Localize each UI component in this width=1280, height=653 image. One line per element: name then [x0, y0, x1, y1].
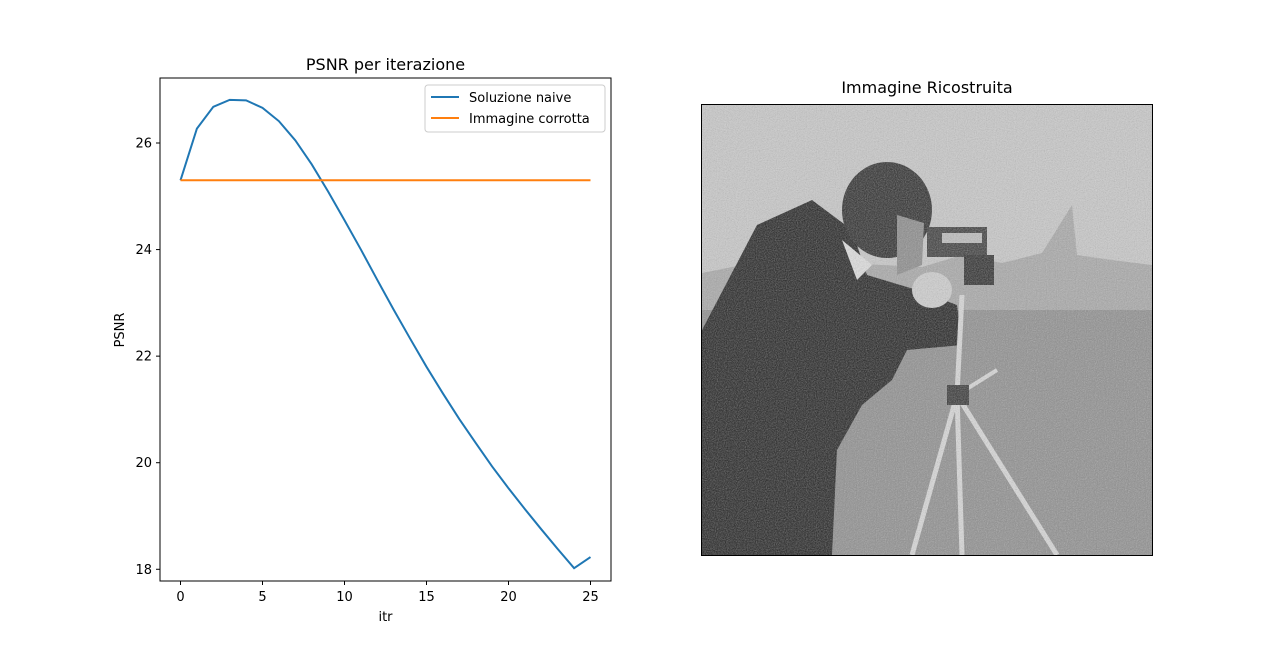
plot-frame: [159, 77, 612, 582]
legend-box: [424, 84, 606, 133]
x-axis-ticks: 0 5 10 15 20 25: [176, 581, 599, 605]
legend-label-soluzione-naive: Soluzione naive: [469, 91, 571, 106]
x-tick-label: 10: [336, 590, 353, 605]
y-tick-label: 26: [135, 137, 152, 152]
legend: Soluzione naive Immagine corrotta: [424, 84, 606, 133]
y-tick-label: 22: [135, 350, 152, 365]
cameraman-image: [702, 105, 1152, 555]
y-axis-label: PSNR: [113, 313, 128, 348]
x-tick-label: 0: [176, 590, 184, 605]
x-tick-label: 5: [258, 590, 266, 605]
image-title: Immagine Ricostruita: [841, 78, 1013, 97]
y-axis-ticks: 18 20 22 24 26: [135, 137, 160, 578]
x-tick-label: 25: [582, 590, 599, 605]
x-axis-label: itr: [378, 610, 393, 625]
chart-title: PSNR per iterazione: [306, 55, 465, 74]
x-tick-label: 20: [500, 590, 517, 605]
y-tick-label: 24: [135, 243, 152, 258]
y-tick-label: 20: [135, 456, 152, 471]
reconstructed-image: [701, 104, 1153, 556]
series-lines: [179, 98, 592, 570]
x-tick-label: 15: [418, 590, 435, 605]
psnr-chart: PSNR per iterazione 18 20 22 24 26 0 5 10 15 20 2…: [113, 55, 612, 625]
y-tick-label: 18: [135, 563, 152, 578]
series-line-soluzione-naive: [179, 98, 592, 570]
legend-label-immagine-corrotta: Immagine corrotta: [469, 112, 590, 127]
